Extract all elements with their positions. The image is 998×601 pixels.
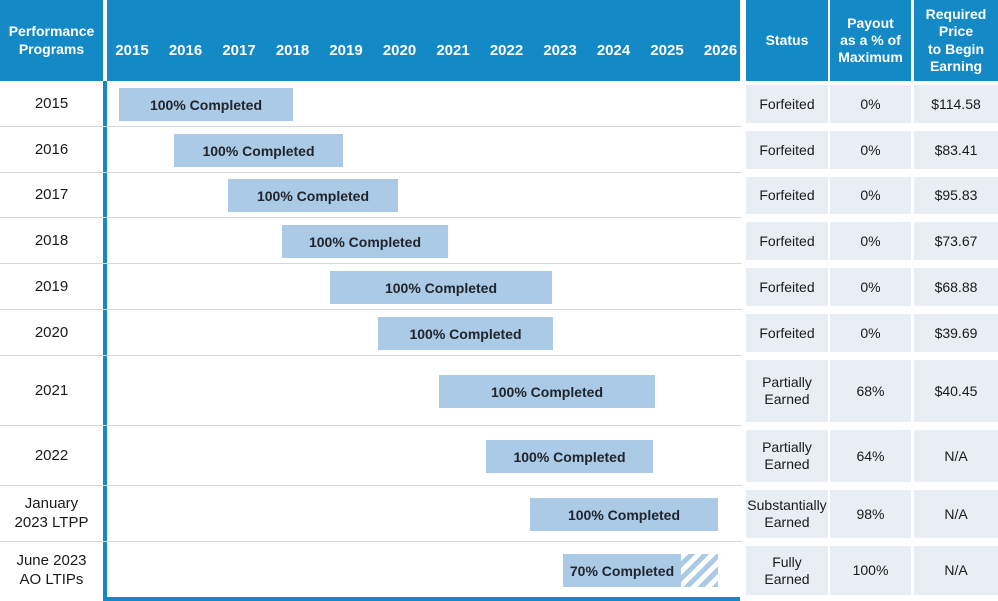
required-price-cell: $83.41: [914, 131, 998, 169]
year-tick-label: 2015: [115, 42, 149, 59]
gantt-bar: 70% Completed: [563, 554, 681, 587]
required-price-cell: $39.69: [914, 314, 998, 352]
axis-line-vertical: [103, 81, 107, 601]
gantt-bar: 100% Completed: [530, 498, 718, 531]
row-label: 2018: [34, 231, 69, 249]
status-cell: Forfeited: [746, 131, 828, 169]
row-separator: [0, 309, 742, 310]
gantt-bar: 100% Completed: [282, 225, 448, 258]
row-separator: [0, 355, 742, 356]
status-column-header: Status: [746, 0, 828, 81]
year-tick-label: 2025: [650, 42, 684, 59]
year-tick-label: 2018: [275, 42, 310, 59]
required-price-cell: $68.88: [914, 268, 998, 306]
gantt-bar: 100% Completed: [174, 134, 343, 167]
row-label: 2022: [34, 446, 69, 464]
required-price-column-header: Required Price to Begin Earning: [914, 0, 998, 81]
row-separator: [0, 425, 742, 426]
year-tick-label: 2026: [703, 42, 738, 59]
gantt-bar-label: 100% Completed: [149, 96, 263, 113]
year-axis: 2015 2016 2017 2018 2019 2020 2021 2022 2023 2024…: [107, 0, 740, 81]
payout-cell: 100%: [830, 546, 911, 595]
year-tick-label: 2020: [382, 42, 417, 59]
gantt-bar: 100% Completed: [439, 375, 655, 408]
year-tick-label: 2019: [329, 42, 363, 59]
gantt-bar: 100% Completed: [330, 271, 552, 304]
status-cell: Forfeited: [746, 314, 828, 352]
row-separator: [0, 217, 742, 218]
row-label: 2017: [34, 186, 69, 204]
year-tick-label: 2022: [489, 42, 524, 59]
payout-cell: 0%: [830, 222, 911, 260]
required-price-cell: $95.83: [914, 177, 998, 214]
row-separator: [0, 541, 742, 542]
status-cell: Partially Earned: [746, 430, 828, 482]
performance-programs-header: Performance Programs: [0, 0, 103, 81]
required-price-cell: N/A: [914, 546, 998, 595]
gantt-bar: 100% Completed: [119, 88, 293, 121]
row-label: 2015: [34, 94, 69, 112]
gantt-bar-label: 100% Completed: [490, 383, 604, 400]
row-label: 2020: [34, 323, 69, 341]
row-label: 2021: [34, 381, 69, 399]
axis-line-bottom: [103, 597, 740, 601]
gantt-bar: 100% Completed: [486, 440, 653, 473]
gantt-bar-label: 70% Completed: [569, 562, 675, 579]
payout-cell: 0%: [830, 85, 911, 123]
year-tick-label: 2021: [436, 42, 470, 59]
required-price-cell: N/A: [914, 490, 998, 538]
year-tick-label: 2017: [222, 42, 256, 59]
year-tick-label: 2024: [596, 42, 631, 59]
row-label: June 2023 AO LTIPs: [16, 551, 87, 588]
status-cell: Forfeited: [746, 268, 828, 306]
status-cell: Partially Earned: [746, 360, 828, 422]
year-tick-label: 2023: [543, 42, 577, 59]
row-separator: [0, 126, 742, 127]
payout-cell: 0%: [830, 268, 911, 306]
required-price-cell: $73.67: [914, 222, 998, 260]
gantt-bar-label: 100% Completed: [567, 506, 681, 523]
row-label: 2016: [34, 140, 69, 158]
payout-cell: 68%: [830, 360, 911, 422]
payout-column-header: Payout as a % of Maximum: [830, 0, 911, 81]
gantt-bar-label: 100% Completed: [409, 325, 522, 342]
payout-cell: 0%: [830, 131, 911, 169]
gantt-bar-label: 100% Completed: [256, 187, 370, 204]
status-cell: Fully Earned: [746, 546, 828, 595]
status-cell: Forfeited: [746, 85, 828, 123]
gantt-bar: 100% Completed: [378, 317, 553, 350]
status-cell: Substantially Earned: [746, 490, 828, 538]
year-tick-label: 2016: [168, 42, 203, 59]
payout-cell: 0%: [830, 177, 911, 214]
status-cell: Forfeited: [746, 177, 828, 214]
row-label: January 2023 LTPP: [14, 495, 89, 531]
row-separator: [0, 263, 742, 264]
payout-cell: 64%: [830, 430, 911, 482]
gantt-bar-label: 100% Completed: [513, 448, 626, 465]
row-separator: [0, 485, 742, 486]
row-label: 2019: [34, 277, 69, 295]
required-price-cell: N/A: [914, 430, 998, 482]
payout-cell: 0%: [830, 314, 911, 352]
required-price-cell: $40.45: [914, 360, 998, 422]
gantt-bar-hatch-remaining: [681, 554, 718, 587]
gantt-bar: 100% Completed: [228, 179, 398, 212]
row-separator: [0, 172, 742, 173]
status-cell: Forfeited: [746, 222, 828, 260]
gantt-bar-label: 100% Completed: [384, 279, 498, 296]
payout-cell: 98%: [830, 490, 911, 538]
gantt-bar-label: 100% Completed: [308, 233, 422, 250]
gantt-bar-label: 100% Completed: [202, 142, 315, 159]
required-price-cell: $114.58: [914, 85, 998, 123]
